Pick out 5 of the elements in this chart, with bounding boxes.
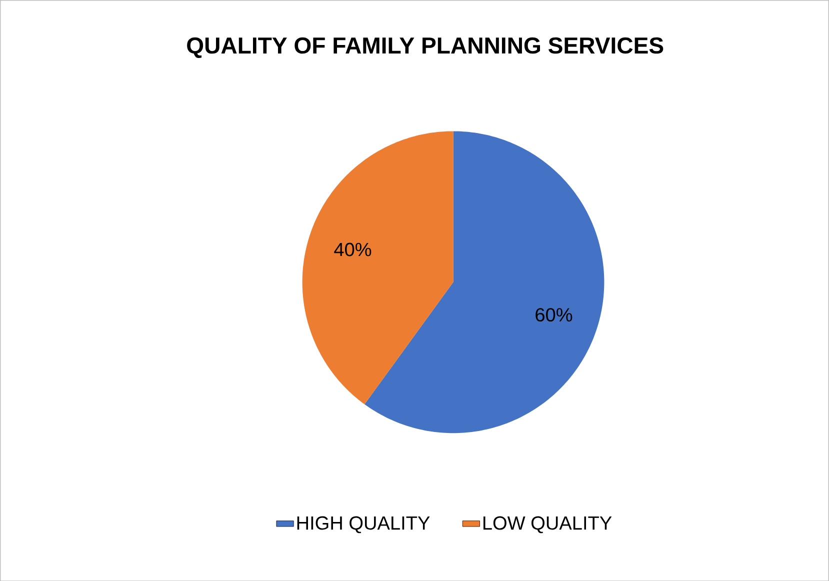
legend-label: HIGH QUALITY (297, 516, 430, 533)
data-label: 40% (334, 242, 372, 256)
legend-label: LOW QUALITY (483, 516, 612, 533)
chart-title: QUALITY OF FAMILY PLANNING SERVICES (187, 37, 664, 58)
data-label: 60% (536, 308, 572, 322)
